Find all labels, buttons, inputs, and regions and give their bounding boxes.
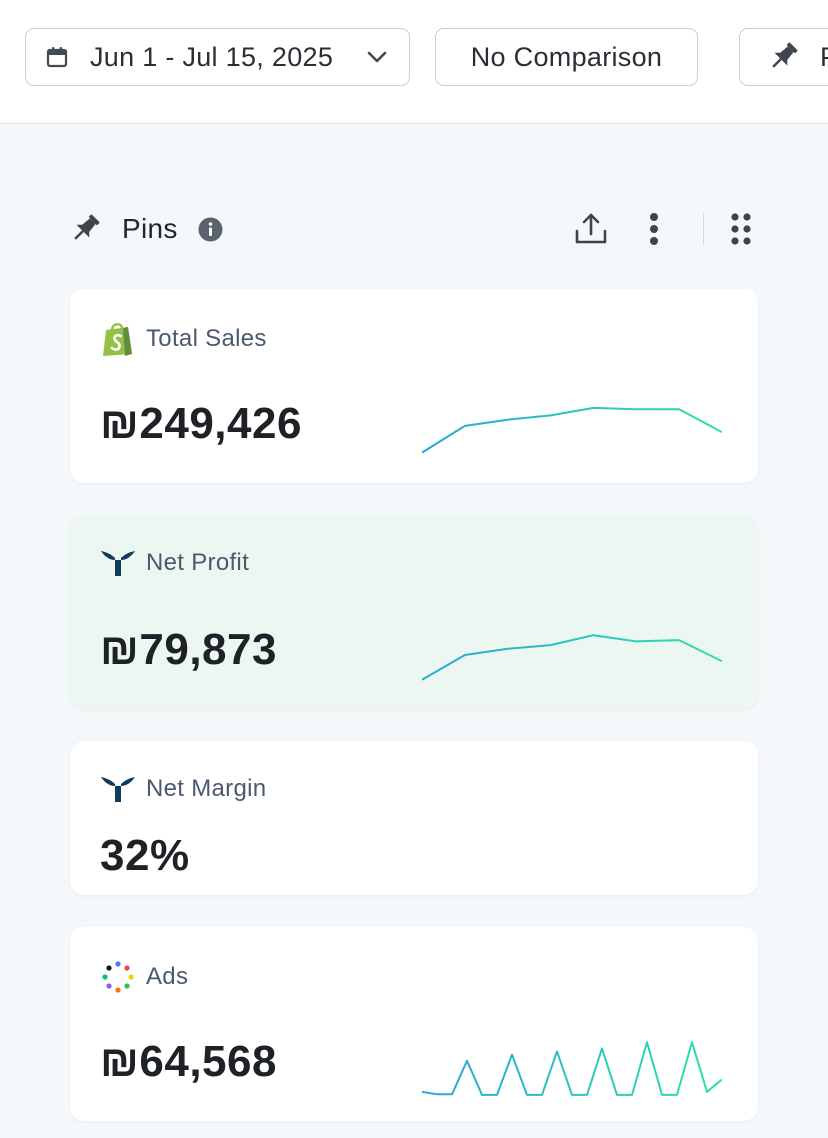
shopify-icon xyxy=(100,321,136,357)
pins-button-label: Pins xyxy=(820,42,828,73)
card-title: Net Margin xyxy=(100,769,266,809)
pin-icon xyxy=(74,214,100,240)
sparkline-series xyxy=(422,634,722,681)
date-range-label: Jun 1 - Jul 15, 2025 xyxy=(90,41,334,72)
top-toolbar: Jun 1 - Jul 15, 2025 No Comparison Pins xyxy=(0,0,828,124)
card-title-label: Net Margin xyxy=(146,775,267,802)
card-title: Ads xyxy=(100,957,188,997)
share-icon[interactable] xyxy=(573,211,609,247)
metric-card-total-sales[interactable]: Total Sales ₪249,426 xyxy=(70,289,758,483)
metric-card-net-profit[interactable]: Net Profit ₪79,873 xyxy=(70,515,758,709)
info-icon[interactable] xyxy=(198,217,223,242)
pins-section-header: Pins xyxy=(68,206,758,252)
card-title-label: Net Profit xyxy=(146,549,250,576)
comparison-label: No Comparison xyxy=(470,41,663,72)
chevron-down-icon xyxy=(367,51,387,63)
card-value: ₪249,426 xyxy=(100,399,302,448)
triple-whale-icon xyxy=(100,771,136,807)
toolbar-divider xyxy=(702,213,704,245)
sparkline xyxy=(422,406,722,454)
ads-multicolor-icon xyxy=(100,959,136,995)
card-value: ₪64,568 xyxy=(100,1037,277,1086)
sparkline xyxy=(422,1041,722,1096)
card-title-label: Total Sales xyxy=(146,325,267,352)
metric-card-net-margin[interactable]: Net Margin 32% xyxy=(70,741,758,895)
triple-whale-icon xyxy=(100,545,136,581)
date-range-button[interactable]: Jun 1 - Jul 15, 2025 xyxy=(25,28,410,86)
metric-card-ads[interactable]: Ads ₪64,568 xyxy=(70,927,758,1121)
sparkline xyxy=(422,634,722,681)
card-title: Net Profit xyxy=(100,543,249,583)
section-title: Pins xyxy=(122,213,178,244)
pin-icon xyxy=(772,42,798,68)
drag-grip-icon[interactable] xyxy=(730,212,752,246)
card-value: ₪79,873 xyxy=(100,625,277,674)
section-actions xyxy=(573,206,759,252)
card-value: 32% xyxy=(100,831,190,880)
card-title-label: Ads xyxy=(146,963,189,990)
sparkline-series xyxy=(422,406,722,454)
more-vertical-icon[interactable] xyxy=(649,212,659,246)
comparison-button[interactable]: No Comparison xyxy=(435,28,698,86)
calendar-icon xyxy=(46,47,68,68)
pins-button[interactable]: Pins xyxy=(739,28,828,86)
sparkline-series xyxy=(422,1041,722,1096)
card-title: Total Sales xyxy=(100,319,267,359)
